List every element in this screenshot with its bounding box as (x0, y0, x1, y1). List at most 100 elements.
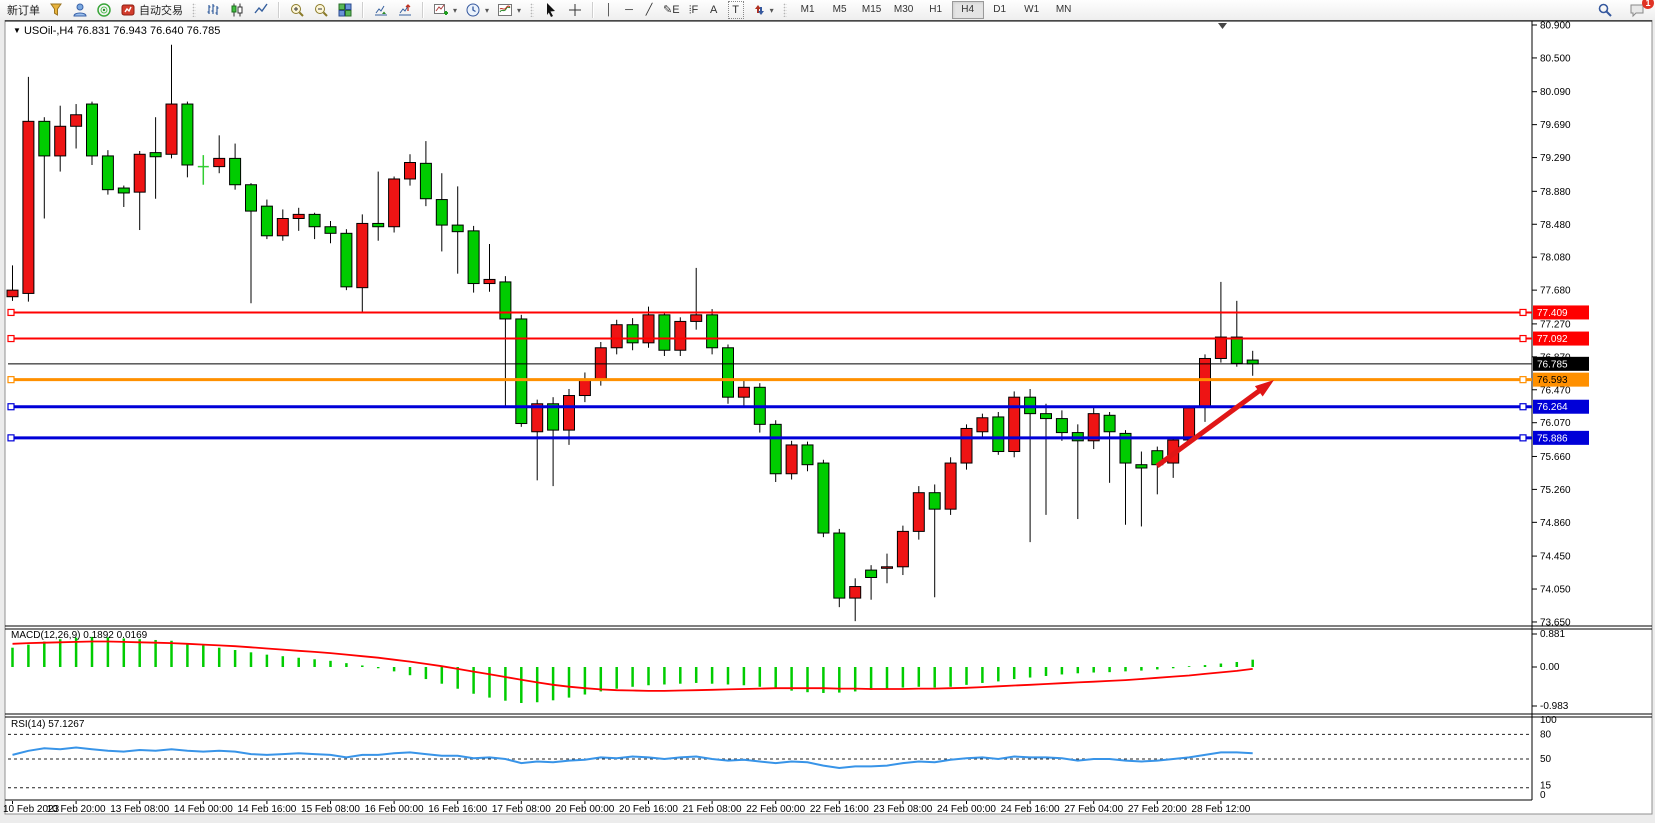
person-icon (72, 2, 88, 18)
svg-text:80.090: 80.090 (1540, 87, 1571, 98)
equidistant-channel-tool[interactable]: ✎E (659, 0, 684, 20)
candle (817, 459, 830, 538)
timeframe-m5[interactable]: M5 (832, 4, 847, 15)
candle (1008, 391, 1021, 458)
timeframe-w1[interactable]: W1 (1024, 4, 1040, 15)
text-tool[interactable]: A (704, 0, 724, 20)
zoom-out-icon (313, 2, 329, 18)
hline-icon: ─ (625, 4, 633, 16)
arrows-icon (752, 3, 766, 17)
chart-canvas[interactable]: 80.900 80.500 80.090 79.690 79.290 78.880 78.4… (0, 20, 1655, 823)
symbol-readout: ▼ USOil-,H4 76.831 76.943 76.640 76.785 (13, 25, 220, 37)
svg-text:74.860: 74.860 (1540, 518, 1571, 529)
candlestick-icon (229, 2, 245, 18)
candle (54, 105, 67, 172)
search-button[interactable] (1593, 0, 1617, 20)
toolbar-drag-handle[interactable] (192, 3, 196, 17)
candle (722, 344, 734, 404)
timeframe-m30[interactable]: M30 (893, 4, 914, 15)
arrows-tool[interactable]: ▾ (748, 0, 778, 20)
trendline-tool[interactable]: ╱ (639, 0, 659, 20)
svg-text:78.480: 78.480 (1540, 220, 1571, 231)
candle (642, 306, 655, 348)
templates-button[interactable]: ▾ (493, 0, 525, 20)
svg-text:76.593: 76.593 (1537, 375, 1568, 386)
dropdown-icon: ▾ (517, 5, 522, 15)
candlestick-chart-button[interactable] (225, 0, 249, 20)
candle (928, 484, 941, 598)
radar-icon (96, 2, 112, 18)
svg-text:15 Feb 08:00: 15 Feb 08:00 (301, 804, 360, 815)
dropdown-icon: ▾ (485, 5, 490, 15)
svg-text:23 Feb 08:00: 23 Feb 08:00 (873, 804, 932, 815)
auto-scroll-button[interactable] (369, 0, 393, 20)
indicators-button[interactable]: ▾ (429, 0, 461, 20)
candle (388, 176, 401, 233)
notifications-button[interactable]: 1 (1625, 0, 1654, 20)
horizontal-line-tool[interactable]: ─ (619, 0, 639, 20)
svg-text:75.660: 75.660 (1540, 452, 1571, 463)
candle (86, 101, 98, 165)
candle (324, 220, 337, 244)
candle (769, 420, 782, 482)
market-watch-button[interactable] (44, 0, 68, 20)
candle (610, 319, 623, 355)
timeframe-m1[interactable]: M1 (800, 4, 815, 15)
terminal-button[interactable] (68, 0, 92, 20)
timeframe-h4[interactable]: H4 (951, 1, 984, 19)
symbol-label: USOil-,H4 (23, 25, 74, 37)
svg-text:76.070: 76.070 (1540, 418, 1571, 429)
svg-text:16 Feb 16:00: 16 Feb 16:00 (428, 804, 487, 815)
candle (563, 388, 575, 445)
crosshair-tool-button[interactable] (563, 0, 587, 20)
timeframe-m15[interactable]: M15 (861, 4, 882, 15)
svg-text:100: 100 (1540, 715, 1557, 726)
svg-text:75.260: 75.260 (1540, 485, 1571, 496)
zoom-in-button[interactable] (285, 0, 309, 20)
svg-text:24 Feb 00:00: 24 Feb 00:00 (937, 804, 996, 815)
candle (706, 309, 719, 355)
timeframe-h1[interactable]: H1 (929, 4, 943, 15)
toolbar-drag-handle[interactable] (782, 3, 787, 17)
svg-text:80.900: 80.900 (1540, 21, 1571, 32)
vertical-line-tool[interactable]: │ (599, 0, 619, 20)
candle (276, 209, 289, 241)
svg-text:24 Feb 16:00: 24 Feb 16:00 (1001, 804, 1060, 815)
fibonacci-tool[interactable]: ⦙F (684, 0, 704, 20)
timeframe-d1[interactable]: D1 (993, 4, 1007, 15)
candle (1040, 403, 1052, 515)
line-chart-button[interactable] (249, 0, 273, 20)
macd-indicator-label: MACD(12,26,9) 0.1892 0.0169 (11, 630, 148, 641)
auto-trading-button[interactable]: 自动交易 (116, 0, 187, 20)
candle (245, 183, 257, 304)
svg-text:80.500: 80.500 (1540, 53, 1571, 64)
candle (547, 397, 560, 487)
tile-windows-button[interactable] (333, 0, 357, 20)
strategy-tester-button[interactable] (92, 0, 116, 20)
new-order-button[interactable]: 新订单 (3, 0, 44, 20)
trend-arrow (1155, 380, 1274, 469)
svg-text:50: 50 (1540, 754, 1552, 765)
svg-text:78.080: 78.080 (1540, 253, 1571, 264)
text-label-tool[interactable]: T (724, 0, 748, 20)
timeframe-mn[interactable]: MN (1055, 4, 1072, 15)
add-indicator-icon (433, 2, 449, 18)
dropdown-icon: ▾ (453, 5, 458, 15)
candle (531, 399, 544, 481)
shift-marker-icon (1218, 23, 1227, 29)
candle (865, 565, 878, 600)
svg-text:10 Feb 2023: 10 Feb 2023 (3, 804, 60, 815)
candle (149, 117, 162, 199)
cursor-tool-button[interactable] (539, 0, 563, 20)
zoom-out-button[interactable] (309, 0, 333, 20)
candle (881, 553, 893, 584)
bar-chart-button[interactable] (201, 0, 225, 20)
candle (372, 171, 385, 241)
fibonacci-icon: ⦙F (689, 4, 699, 16)
svg-text:27 Feb 20:00: 27 Feb 20:00 (1128, 804, 1187, 815)
candle (849, 578, 862, 622)
periods-button[interactable]: ▾ (461, 0, 493, 20)
chart-shift-button[interactable] (393, 0, 417, 20)
toolbar-drag-handle[interactable] (530, 3, 535, 17)
candle (690, 267, 703, 330)
